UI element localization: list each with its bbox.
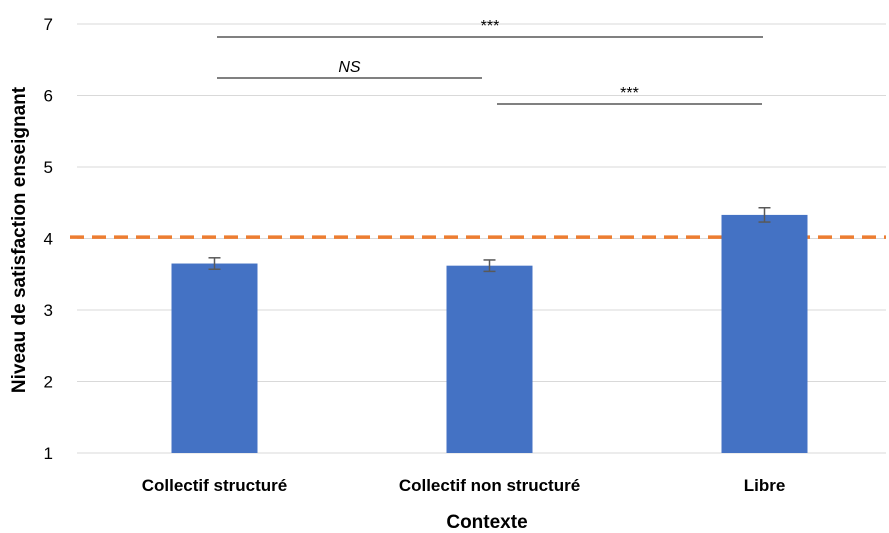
significance-label-2: ***: [620, 85, 639, 102]
bar-1: [446, 265, 533, 453]
bar-2: [721, 214, 808, 453]
error-bars: [208, 207, 771, 273]
category-label-0: Collectif structuré: [142, 476, 287, 495]
y-tick-label-7: 7: [44, 15, 53, 34]
x-axis-title: Contexte: [446, 512, 527, 533]
y-tick-label-2: 2: [44, 373, 53, 392]
significance-label-1: NS: [338, 59, 361, 76]
y-tick-label-5: 5: [44, 158, 53, 177]
y-axis-title: Niveau de satisfaction enseignant: [9, 86, 30, 393]
category-label-2: Libre: [744, 476, 786, 495]
y-tick-label-3: 3: [44, 301, 53, 320]
y-axis-ticks: 1 2 3 4 5 6 7: [44, 15, 53, 463]
y-tick-label-6: 6: [44, 87, 53, 106]
category-label-1: Collectif non structuré: [399, 476, 580, 495]
significance-brackets: *** NS ***: [217, 18, 763, 105]
significance-label-0: ***: [481, 18, 500, 35]
x-axis-categories: Collectif structuré Collectif non structu…: [142, 476, 786, 495]
bars: [171, 214, 808, 453]
y-tick-label-1: 1: [44, 444, 53, 463]
bar-0: [171, 263, 258, 453]
y-tick-label-4: 4: [44, 230, 53, 249]
